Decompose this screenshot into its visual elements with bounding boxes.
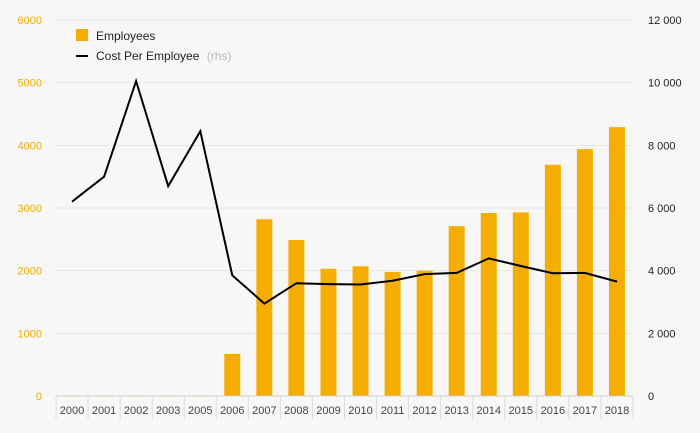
employees-bar	[480, 213, 497, 396]
x-axis-tick-label: 2005	[188, 405, 212, 417]
legend-cost-note: (rhs)	[207, 49, 232, 63]
x-axis-tick-label: 2000	[60, 405, 84, 417]
x-axis-tick-label: 2015	[509, 405, 533, 417]
employees-bar	[224, 354, 241, 396]
x-axis-tick-label: 2010	[348, 405, 372, 417]
x-axis-tick-label: 2007	[252, 405, 276, 417]
employees-bar	[544, 164, 561, 396]
employees-bar	[288, 239, 305, 396]
x-axis-tick-label: 2011	[381, 405, 405, 417]
legend-employees-swatch	[76, 29, 88, 41]
employees-bar	[512, 212, 529, 396]
x-axis-tick-label: 2018	[605, 405, 629, 417]
x-axis-tick-label: 2008	[284, 405, 308, 417]
cost-line-layer	[71, 77, 618, 305]
x-axis-tick-label: 2014	[477, 405, 501, 417]
right-axis-tick-label: 12 000	[648, 15, 682, 27]
x-axis-tick-label: 2006	[220, 405, 244, 417]
employees-bar	[448, 226, 465, 396]
left-axis-tick-label: 5000	[18, 78, 42, 90]
employees-bar	[608, 127, 625, 396]
right-axis-tick-label: 0	[648, 391, 654, 403]
left-axis-tick-label: 0	[36, 391, 42, 403]
right-axis-tick-label: 4 000	[648, 266, 676, 278]
left-axis-tick-label: 3000	[18, 203, 42, 215]
employees-bar	[320, 268, 337, 396]
right-axis-tick-label: 10 000	[648, 78, 682, 90]
x-axis-tick-label: 2017	[573, 405, 597, 417]
right-axis-tick-label: 2 000	[648, 328, 676, 340]
employees-bar	[256, 219, 273, 396]
x-axis-tick-label: 2012	[412, 405, 436, 417]
x-axis-tick-label: 2001	[92, 405, 116, 417]
legend-cost-label: Cost Per Employee (rhs)	[96, 49, 231, 63]
left-axis-tick-label: 6000	[18, 15, 42, 27]
left-axis-tick-label: 2000	[18, 266, 42, 278]
left-axis-tick-label: 1000	[18, 328, 42, 340]
left-axis: 0 1000 2000 3000 4000 5000 6000	[18, 15, 42, 403]
employees-bar	[416, 270, 433, 396]
x-axis-tick-label: 2009	[316, 405, 340, 417]
cost-per-employee-line	[71, 77, 618, 305]
right-axis-tick-label: 6 000	[648, 203, 676, 215]
employees-bar	[384, 271, 401, 396]
x-axis-tick-label: 2013	[444, 405, 468, 417]
legend-cost-name: Cost Per Employee	[96, 49, 200, 63]
x-axis-tick-label: 2016	[541, 405, 565, 417]
x-axis-tick-label: 2002	[124, 405, 148, 417]
right-axis-tick-label: 8 000	[648, 140, 676, 152]
gridlines	[56, 19, 633, 334]
legend: Employees Cost Per Employee (rhs)	[76, 29, 231, 63]
x-axis-tick-label: 2003	[156, 405, 180, 417]
right-axis: 0 2 000 4 000 6 000 8 000 10 000 12 000	[648, 15, 682, 403]
employees-bar	[352, 266, 369, 396]
x-axis: 2000 2001 2002 2003 2005 2006 2007 2008 2009 2010…	[55, 395, 634, 420]
left-axis-tick-label: 4000	[18, 140, 42, 152]
legend-employees-label: Employees	[96, 29, 155, 43]
